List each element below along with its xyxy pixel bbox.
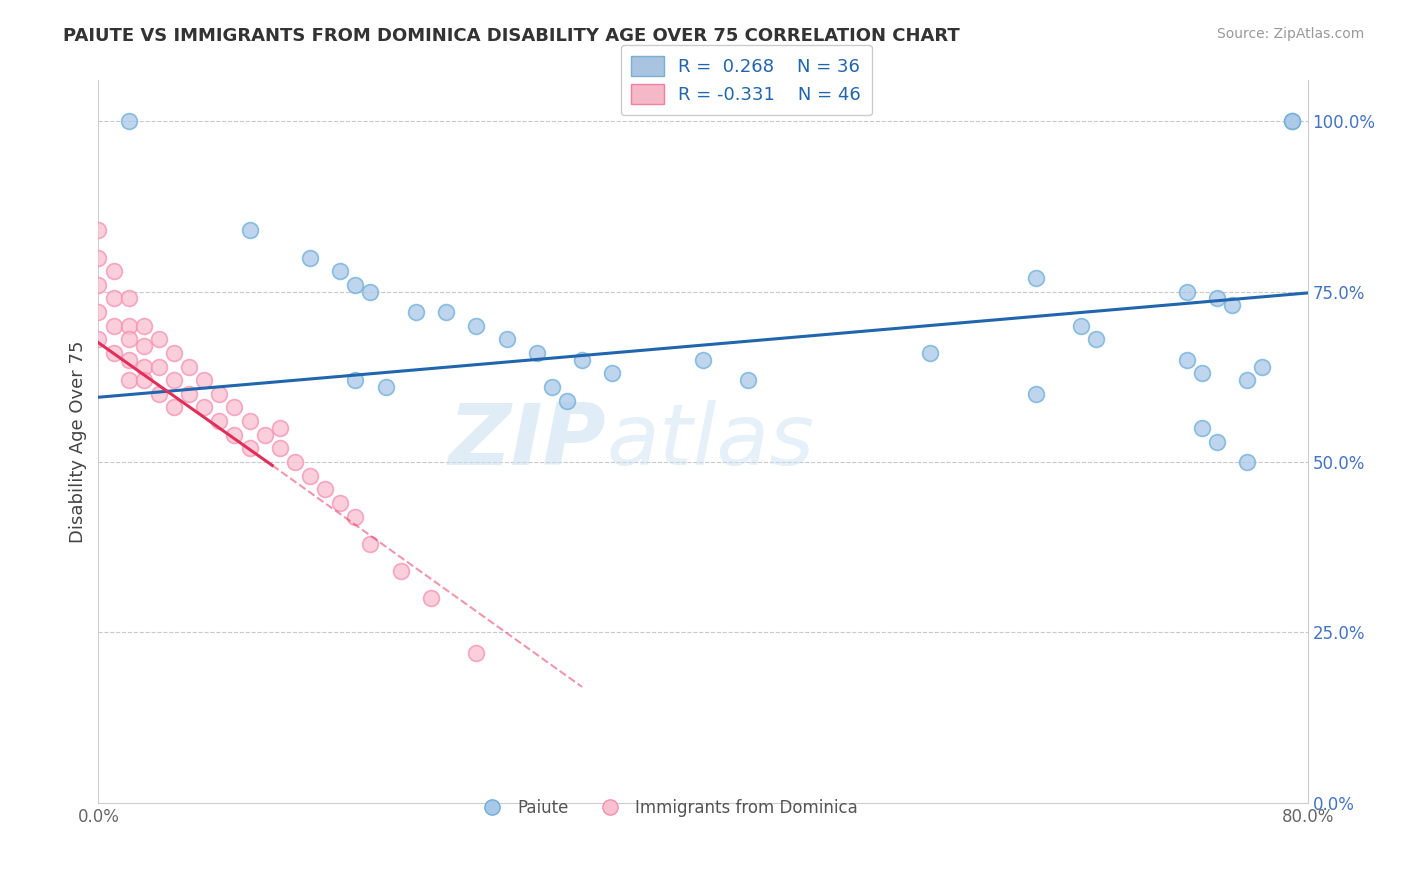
- Point: [465, 646, 488, 660]
- Point: [329, 264, 352, 278]
- Point: [299, 251, 322, 265]
- Point: [163, 346, 186, 360]
- Point: [179, 387, 201, 401]
- Point: [918, 346, 941, 360]
- Point: [1281, 114, 1303, 128]
- Point: [269, 421, 291, 435]
- Point: [239, 223, 262, 237]
- Point: [87, 277, 110, 292]
- Point: [148, 332, 170, 346]
- Point: [148, 387, 170, 401]
- Point: [118, 318, 141, 333]
- Point: [1206, 292, 1229, 306]
- Point: [132, 339, 155, 353]
- Point: [193, 373, 215, 387]
- Point: [284, 455, 307, 469]
- Text: atlas: atlas: [606, 400, 814, 483]
- Point: [224, 427, 246, 442]
- Point: [1070, 318, 1092, 333]
- Point: [1024, 387, 1046, 401]
- Point: [118, 114, 141, 128]
- Point: [103, 292, 125, 306]
- Point: [299, 468, 322, 483]
- Point: [208, 414, 231, 428]
- Point: [314, 482, 336, 496]
- Point: [602, 367, 624, 381]
- Point: [87, 332, 110, 346]
- Point: [253, 427, 276, 442]
- Point: [1175, 285, 1198, 299]
- Point: [132, 359, 155, 374]
- Point: [344, 373, 367, 387]
- Point: [118, 332, 141, 346]
- Point: [1175, 352, 1198, 367]
- Point: [571, 352, 593, 367]
- Point: [495, 332, 517, 346]
- Point: [1191, 421, 1213, 435]
- Text: PAIUTE VS IMMIGRANTS FROM DOMINICA DISABILITY AGE OVER 75 CORRELATION CHART: PAIUTE VS IMMIGRANTS FROM DOMINICA DISAB…: [63, 27, 960, 45]
- Point: [405, 305, 427, 319]
- Point: [360, 537, 382, 551]
- Point: [1251, 359, 1274, 374]
- Point: [224, 401, 246, 415]
- Point: [208, 387, 231, 401]
- Point: [163, 401, 186, 415]
- Point: [163, 373, 186, 387]
- Point: [374, 380, 396, 394]
- Point: [179, 359, 201, 374]
- Point: [239, 414, 262, 428]
- Point: [103, 318, 125, 333]
- Point: [389, 564, 412, 578]
- Point: [1191, 367, 1213, 381]
- Point: [692, 352, 714, 367]
- Point: [526, 346, 548, 360]
- Point: [87, 251, 110, 265]
- Point: [737, 373, 759, 387]
- Point: [132, 318, 155, 333]
- Point: [1220, 298, 1243, 312]
- Point: [118, 373, 141, 387]
- Point: [540, 380, 562, 394]
- Point: [118, 352, 141, 367]
- Point: [269, 442, 291, 456]
- Point: [239, 442, 262, 456]
- Point: [555, 393, 578, 408]
- Point: [1236, 373, 1258, 387]
- Point: [132, 373, 155, 387]
- Text: ZIP: ZIP: [449, 400, 606, 483]
- Point: [344, 277, 367, 292]
- Point: [103, 346, 125, 360]
- Point: [344, 509, 367, 524]
- Point: [1024, 271, 1046, 285]
- Point: [434, 305, 457, 319]
- Point: [329, 496, 352, 510]
- Point: [103, 264, 125, 278]
- Legend: Paiute, Immigrants from Dominica: Paiute, Immigrants from Dominica: [468, 792, 865, 823]
- Point: [1206, 434, 1229, 449]
- Y-axis label: Disability Age Over 75: Disability Age Over 75: [69, 340, 87, 543]
- Point: [118, 292, 141, 306]
- Point: [148, 359, 170, 374]
- Point: [87, 305, 110, 319]
- Point: [1236, 455, 1258, 469]
- Point: [87, 223, 110, 237]
- Point: [465, 318, 488, 333]
- Point: [420, 591, 443, 606]
- Point: [193, 401, 215, 415]
- Point: [360, 285, 382, 299]
- Text: Source: ZipAtlas.com: Source: ZipAtlas.com: [1216, 27, 1364, 41]
- Point: [1281, 114, 1303, 128]
- Point: [1085, 332, 1108, 346]
